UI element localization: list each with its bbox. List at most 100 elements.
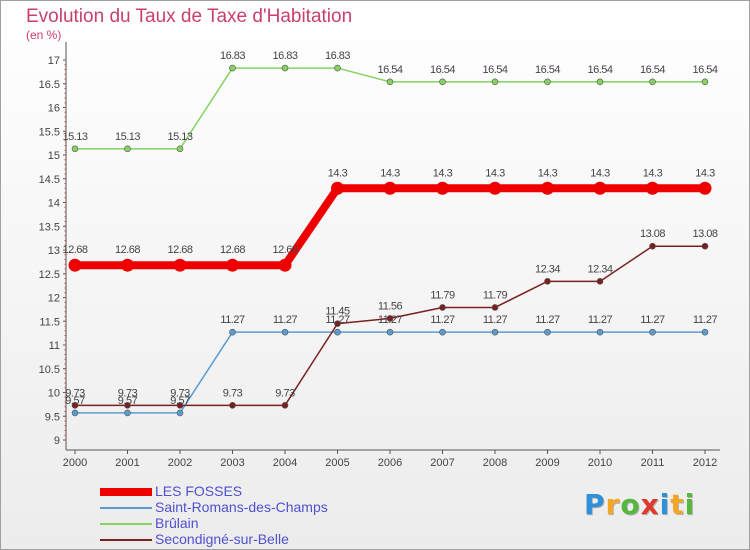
data-point xyxy=(229,402,236,409)
logo-letter: P xyxy=(584,488,606,521)
data-point xyxy=(386,315,394,322)
data-label: 9.73 xyxy=(65,387,85,399)
data-point xyxy=(124,409,131,417)
data-label: 15.13 xyxy=(62,131,87,143)
data-label: 11.56 xyxy=(378,300,403,312)
data-label: 9.57 xyxy=(170,395,190,407)
data-label: 11.79 xyxy=(430,289,455,301)
y-tick-label: 15.5 xyxy=(39,126,60,138)
data-point xyxy=(701,242,709,250)
y-tick-label: 12.5 xyxy=(39,269,60,281)
data-point xyxy=(229,328,236,336)
y-tick-label: 13.5 xyxy=(39,221,60,233)
data-point xyxy=(596,328,604,336)
data-label: 9.73 xyxy=(118,387,138,399)
data-point xyxy=(281,402,289,409)
data-point xyxy=(68,258,82,272)
data-point xyxy=(173,258,187,272)
data-point xyxy=(701,78,709,86)
data-label: 14.3 xyxy=(328,167,348,179)
x-tick-label: 2004 xyxy=(273,457,297,469)
data-label: 16.83 xyxy=(325,50,350,62)
data-label: 13.08 xyxy=(640,228,665,240)
legend-label: LES FOSSES xyxy=(155,483,243,499)
data-label: 9.57 xyxy=(65,395,85,407)
logo-letter: o xyxy=(620,488,641,521)
data-point xyxy=(386,78,394,86)
data-point xyxy=(701,328,709,336)
data-label: 9.73 xyxy=(223,387,243,399)
data-point xyxy=(439,328,446,336)
y-tick-label: 14 xyxy=(48,198,60,210)
data-point xyxy=(439,78,446,86)
data-point xyxy=(698,181,712,195)
data-label: 16.54 xyxy=(587,64,612,76)
y-tick-label: 11.5 xyxy=(39,316,60,328)
data-point xyxy=(491,328,499,336)
data-point xyxy=(124,145,131,153)
data-point xyxy=(176,402,184,409)
x-tick-label: 2008 xyxy=(483,457,507,469)
x-tick-label: 2009 xyxy=(535,457,559,469)
data-point xyxy=(544,328,551,336)
data-label: 11.27 xyxy=(588,314,613,326)
data-point xyxy=(71,402,79,409)
data-point xyxy=(488,181,502,195)
legend-label: Brûlain xyxy=(155,515,199,531)
data-point xyxy=(544,278,551,285)
data-point xyxy=(334,320,341,327)
data-label: 11.45 xyxy=(325,306,350,318)
data-point xyxy=(176,409,184,417)
data-point xyxy=(281,328,289,336)
y-tick-label: 15 xyxy=(48,150,60,162)
data-point xyxy=(541,181,554,195)
data-point xyxy=(649,242,656,250)
data-label: 16.83 xyxy=(220,50,245,62)
data-point xyxy=(596,278,604,285)
x-tick-label: 2001 xyxy=(115,457,139,469)
data-label: 14.3 xyxy=(433,167,453,179)
data-point xyxy=(71,145,79,153)
y-tick-label: 10.5 xyxy=(39,364,60,376)
data-label: 16.54 xyxy=(692,64,717,76)
data-label: 11.27 xyxy=(693,314,718,326)
y-tick-label: 12 xyxy=(48,293,60,305)
data-point xyxy=(491,304,499,311)
data-label: 12.34 xyxy=(587,263,612,275)
data-label: 14.3 xyxy=(590,167,610,179)
data-label: 12.68 xyxy=(167,244,192,256)
data-label: 14.3 xyxy=(695,167,715,179)
legend-swatch xyxy=(100,539,152,541)
y-tick-label: 14.5 xyxy=(39,174,60,186)
data-point xyxy=(386,328,394,336)
x-tick-label: 2005 xyxy=(325,457,349,469)
logo-letter: t xyxy=(670,488,685,521)
chart-unit: (en %) xyxy=(26,28,62,42)
data-point xyxy=(176,145,184,153)
x-tick-label: 2003 xyxy=(220,457,244,469)
data-point xyxy=(71,409,79,417)
data-label: 11.27 xyxy=(640,314,665,326)
data-point xyxy=(649,328,656,336)
proxiti-logo: Proxiti xyxy=(584,488,695,521)
data-label: 15.13 xyxy=(167,131,192,143)
data-point xyxy=(229,64,236,72)
y-tick-label: 17 xyxy=(48,55,60,67)
data-label: 11.27 xyxy=(325,314,350,326)
data-point xyxy=(544,78,551,86)
data-label: 11.27 xyxy=(535,314,560,326)
x-tick-label: 2010 xyxy=(588,457,612,469)
x-tick-label: 2007 xyxy=(430,457,454,469)
legend-swatch xyxy=(100,507,152,509)
data-label: 11.27 xyxy=(220,314,245,326)
data-label: 11.27 xyxy=(378,314,403,326)
legend-swatch xyxy=(100,488,152,496)
data-label: 16.54 xyxy=(430,64,455,76)
data-point xyxy=(278,258,292,272)
data-label: 14.3 xyxy=(485,167,505,179)
y-tick-label: 11 xyxy=(49,340,60,352)
data-point xyxy=(383,181,397,195)
data-label: 12.68 xyxy=(220,244,245,256)
data-point xyxy=(334,64,341,72)
